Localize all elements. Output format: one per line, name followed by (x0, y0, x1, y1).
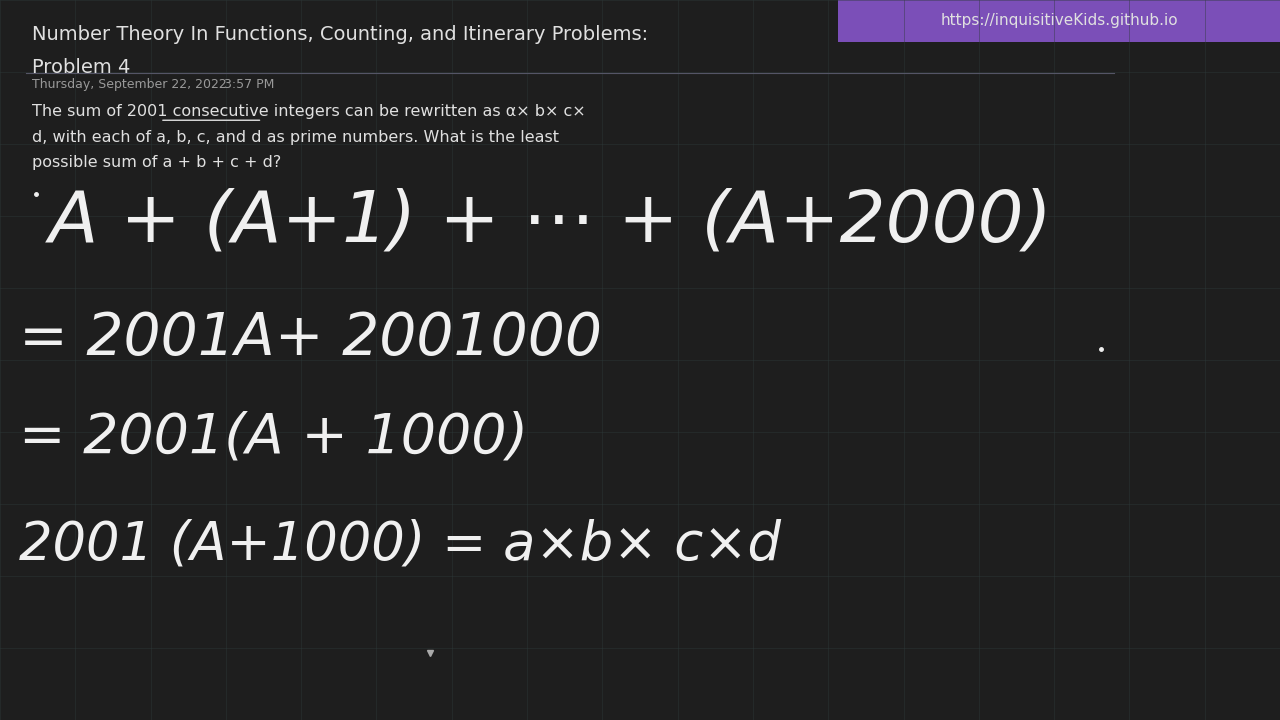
FancyBboxPatch shape (838, 0, 1280, 42)
Text: = 2001A+ 2001000: = 2001A+ 2001000 (19, 310, 602, 366)
Text: Number Theory In Functions, Counting, and Itinerary Problems:: Number Theory In Functions, Counting, an… (32, 25, 648, 44)
Text: https://inquisitiveKids.github.io: https://inquisitiveKids.github.io (941, 14, 1178, 28)
Text: = 2001(A + 1000): = 2001(A + 1000) (19, 410, 529, 464)
Text: possible sum of a + b + c + d?: possible sum of a + b + c + d? (32, 155, 282, 170)
Text: d, with each of a, b, c, and d as prime numbers. What is the least: d, with each of a, b, c, and d as prime … (32, 130, 559, 145)
Text: Problem 4: Problem 4 (32, 58, 131, 76)
Text: The sum of 2001 consecutive integers can be rewritten as α× b× c×: The sum of 2001 consecutive integers can… (32, 104, 586, 120)
Text: 3:57 PM: 3:57 PM (224, 78, 274, 91)
Text: Thursday, September 22, 2022: Thursday, September 22, 2022 (32, 78, 227, 91)
Text: 2001 (A+1000) = a×b× c×d: 2001 (A+1000) = a×b× c×d (19, 518, 781, 570)
Text: A + (A+1) + ⋯ + (A+2000): A + (A+1) + ⋯ + (A+2000) (49, 187, 1052, 256)
